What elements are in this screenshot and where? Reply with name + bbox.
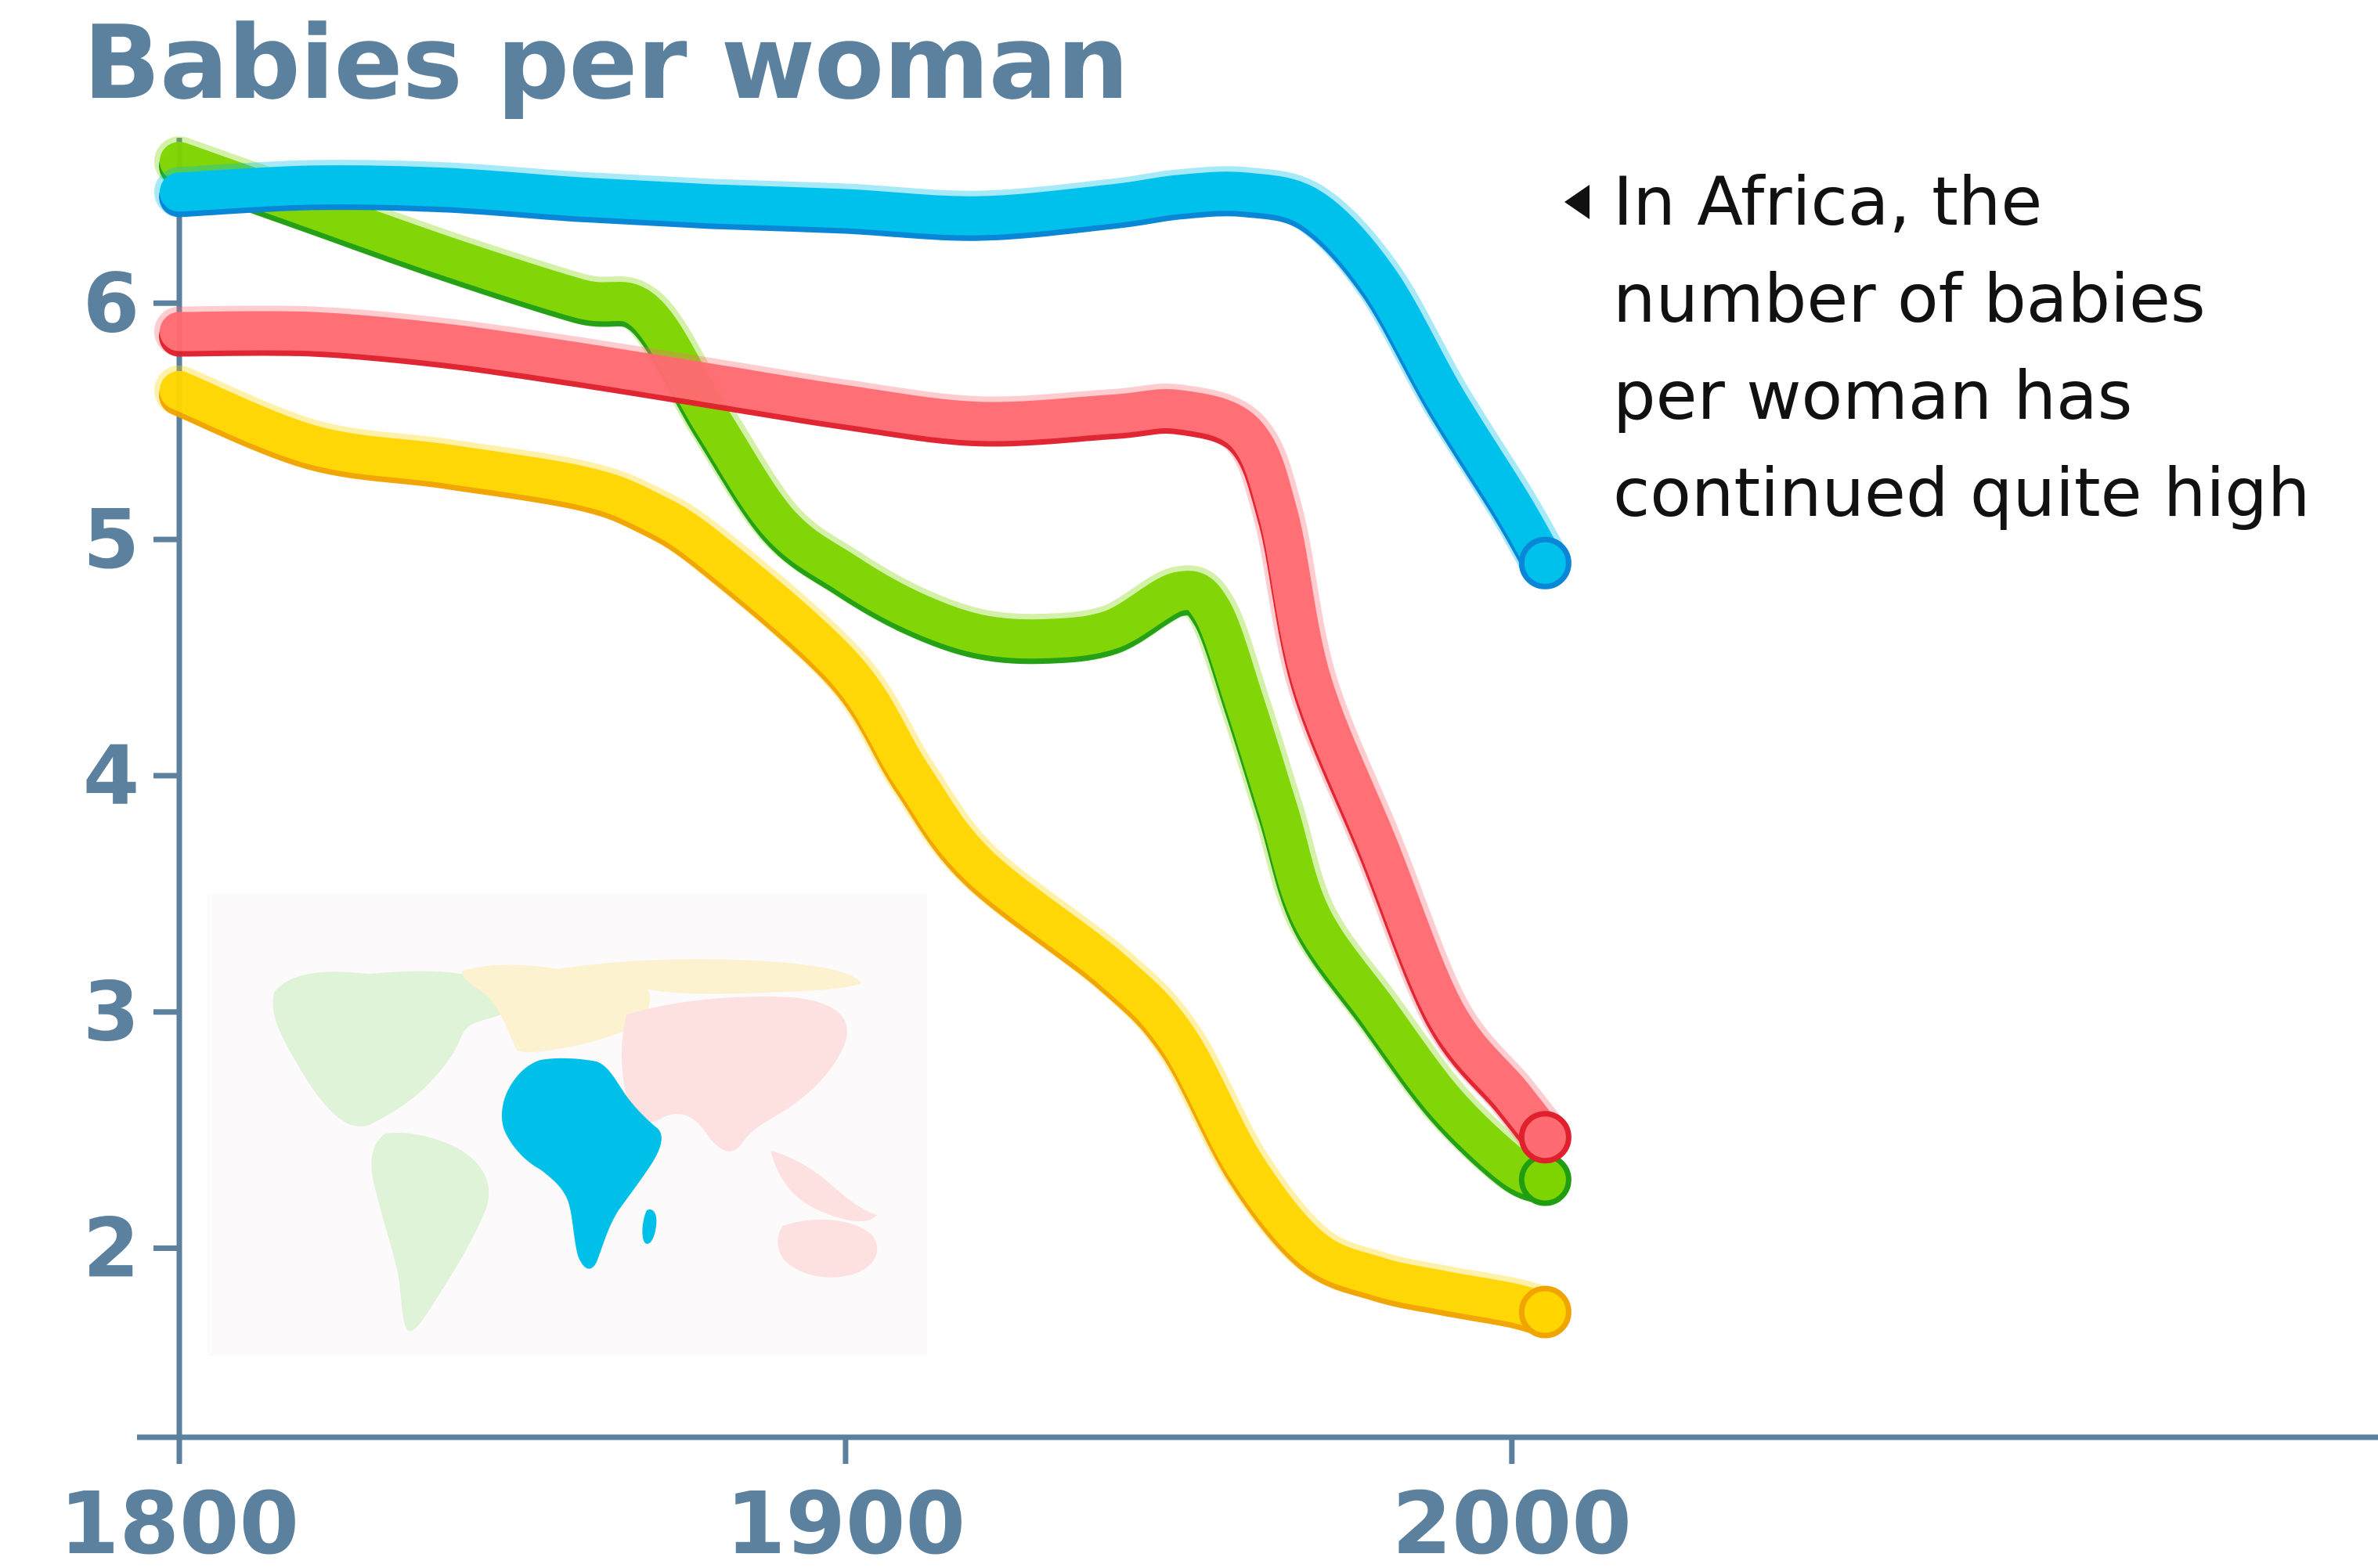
- x-tick-label: 2000: [1392, 1473, 1632, 1565]
- series-band: [160, 370, 1565, 1332]
- y-tick-label: 2: [83, 1201, 139, 1296]
- map-region-asia: [621, 996, 847, 1152]
- map-region-south-america: [371, 1132, 489, 1332]
- x-axis-ticks: 1800 1900 2000: [60, 1437, 1632, 1568]
- series-line-2: [154, 136, 1571, 1205]
- map-region-madagascar: [642, 1209, 657, 1244]
- series-end-markers: [1518, 536, 1572, 1339]
- map-region-southeast-asia: [770, 1151, 877, 1222]
- series-end-marker[interactable]: [1518, 1111, 1572, 1164]
- world-map-inset: [207, 894, 928, 1356]
- y-tick-label: 5: [83, 492, 139, 587]
- y-tick-label: 4: [83, 728, 139, 824]
- series-line-1: [154, 305, 1571, 1162]
- map-region-oceania: [778, 1219, 878, 1278]
- map-region-americas: [272, 971, 510, 1126]
- x-tick-label: 1800: [60, 1473, 299, 1565]
- annotation-pointer-icon: [1564, 185, 1590, 219]
- series-end-marker[interactable]: [1518, 1285, 1572, 1339]
- series-line-3: [154, 365, 1571, 1337]
- x-tick-label: 1900: [726, 1473, 965, 1565]
- series-end-marker[interactable]: [1518, 536, 1572, 589]
- y-tick-label: 3: [83, 964, 139, 1060]
- annotation-text: In Africa, the number of babies per woma…: [1613, 163, 2311, 532]
- chart-title: Babies per woman: [83, 3, 1129, 122]
- y-axis-ticks: 2 3 4 5 6: [83, 255, 179, 1296]
- series-layer: [154, 136, 1571, 1337]
- series-band: [160, 142, 1565, 1199]
- map-region-north-asia: [548, 959, 861, 994]
- series-band: [160, 311, 1565, 1157]
- map-region-europe: [462, 964, 651, 1053]
- map-region-africa: [501, 1058, 662, 1269]
- y-tick-label: 6: [83, 255, 139, 351]
- series-line-0: [154, 160, 1571, 589]
- series-band: [160, 165, 1565, 583]
- africa-annotation: In Africa, the number of babies per woma…: [1564, 153, 2318, 542]
